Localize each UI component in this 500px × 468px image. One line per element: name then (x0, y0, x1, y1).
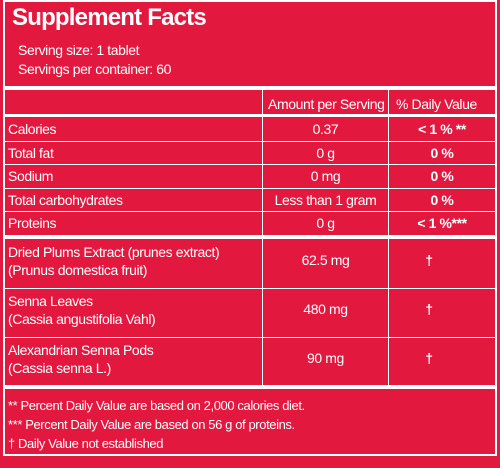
rule (3, 86, 497, 90)
nutrient-amount: 0 g (316, 215, 335, 232)
rule (3, 385, 497, 389)
frame-right (495, 0, 497, 456)
frame-left (3, 0, 5, 456)
ingredient-source: (Cassia senna L.) (8, 360, 111, 376)
serving-size: Serving size: 1 tablet (18, 42, 140, 58)
row-line (3, 337, 497, 338)
rule (3, 235, 497, 239)
nutrient-dv: 0 % (430, 168, 454, 185)
nutrient-amount: Less than 1 gram (274, 191, 377, 208)
nutrient-name: Sodium (8, 168, 54, 185)
nutrient-amount: 0 mg (310, 168, 341, 185)
ingredient-amount: 62.5 mg (301, 252, 350, 268)
nutrient-dv: 0 % (430, 144, 454, 161)
nutrient-amount: 0.37 (312, 121, 339, 137)
column-line (388, 88, 389, 386)
nutrient-dv: 0 % (430, 191, 454, 208)
row-line (3, 211, 497, 213)
nutrient-dv: < 1 % ** (418, 121, 466, 137)
nutrient-amount: 0 g (316, 144, 335, 161)
ingredient-name: Senna Leaves (8, 293, 93, 309)
column-header: Amount per Serving (268, 96, 385, 112)
footnote: *** Percent Daily Value are based on 56 … (8, 417, 295, 432)
column-header: % Daily Value (396, 96, 477, 112)
frame-top (3, 0, 497, 2)
row-line (3, 164, 497, 166)
nutrient-name: Proteins (8, 215, 57, 232)
ingredient-source: (Prunus domestica fruit) (8, 262, 148, 278)
nutrient-name: Total fat (8, 144, 54, 161)
frame-bottom (3, 454, 497, 456)
row-line (3, 288, 497, 289)
ingredient-source: (Cassia angustifolia Vahl) (8, 311, 156, 327)
title: Supplement Facts (12, 4, 207, 31)
nutrient-name: Calories (8, 121, 57, 137)
ingredient-dv: † (425, 350, 433, 366)
nutrient-name: Total carbohydrates (8, 191, 123, 208)
footnote: † Daily Value not established (8, 436, 164, 451)
ingredient-dv: † (425, 301, 433, 317)
servings: Servings per container: 60 (18, 61, 172, 77)
ingredient-name: Dried Plums Extract (prunes extract) (8, 244, 220, 260)
rule (3, 114, 497, 117)
ingredient-amount: 90 mg (307, 350, 344, 366)
row-line (3, 140, 497, 142)
footnote: ** Percent Daily Value are based on 2,00… (8, 398, 305, 413)
nutrient-dv: < 1 %*** (417, 215, 467, 232)
ingredient-amount: 480 mg (303, 301, 348, 317)
row-line (3, 187, 497, 189)
ingredient-name: Alexandrian Senna Pods (8, 342, 154, 358)
ingredient-dv: † (425, 252, 433, 268)
column-line (262, 88, 263, 386)
